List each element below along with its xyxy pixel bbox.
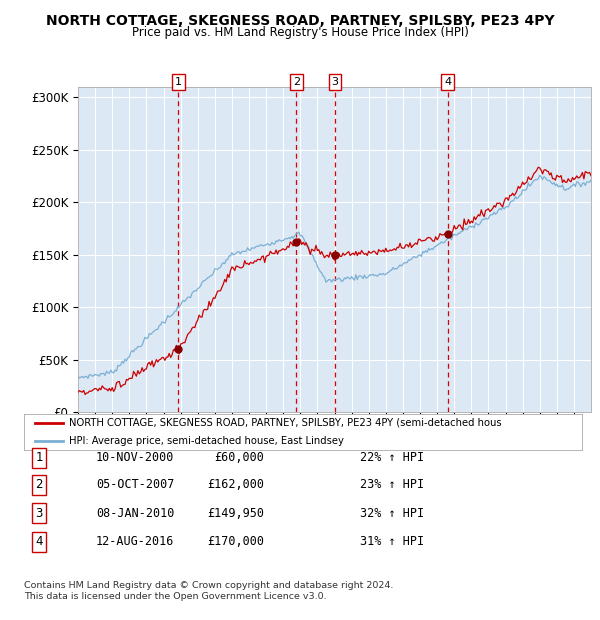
Text: 05-OCT-2007: 05-OCT-2007 [96,479,175,491]
Text: £60,000: £60,000 [214,451,264,464]
Text: 3: 3 [332,77,338,87]
Text: 23% ↑ HPI: 23% ↑ HPI [360,479,424,491]
Text: 4: 4 [35,536,43,548]
Text: 1: 1 [175,77,182,87]
Text: £162,000: £162,000 [207,479,264,491]
Text: 08-JAN-2010: 08-JAN-2010 [96,507,175,520]
Text: Price paid vs. HM Land Registry's House Price Index (HPI): Price paid vs. HM Land Registry's House … [131,26,469,39]
Text: This data is licensed under the Open Government Licence v3.0.: This data is licensed under the Open Gov… [24,592,326,601]
Text: 32% ↑ HPI: 32% ↑ HPI [360,507,424,520]
Text: 3: 3 [35,507,43,520]
Text: £170,000: £170,000 [207,536,264,548]
Text: HPI: Average price, semi-detached house, East Lindsey: HPI: Average price, semi-detached house,… [68,435,344,446]
Text: 4: 4 [444,77,451,87]
Text: NORTH COTTAGE, SKEGNESS ROAD, PARTNEY, SPILSBY, PE23 4PY (semi-detached hous: NORTH COTTAGE, SKEGNESS ROAD, PARTNEY, S… [68,417,501,428]
Text: Contains HM Land Registry data © Crown copyright and database right 2024.: Contains HM Land Registry data © Crown c… [24,581,394,590]
Text: 12-AUG-2016: 12-AUG-2016 [96,536,175,548]
Text: 2: 2 [293,77,300,87]
Text: 1: 1 [35,451,43,464]
Text: 2: 2 [35,479,43,491]
Text: 10-NOV-2000: 10-NOV-2000 [96,451,175,464]
Text: £149,950: £149,950 [207,507,264,520]
Text: 31% ↑ HPI: 31% ↑ HPI [360,536,424,548]
Text: NORTH COTTAGE, SKEGNESS ROAD, PARTNEY, SPILSBY, PE23 4PY: NORTH COTTAGE, SKEGNESS ROAD, PARTNEY, S… [46,14,554,28]
Text: 22% ↑ HPI: 22% ↑ HPI [360,451,424,464]
